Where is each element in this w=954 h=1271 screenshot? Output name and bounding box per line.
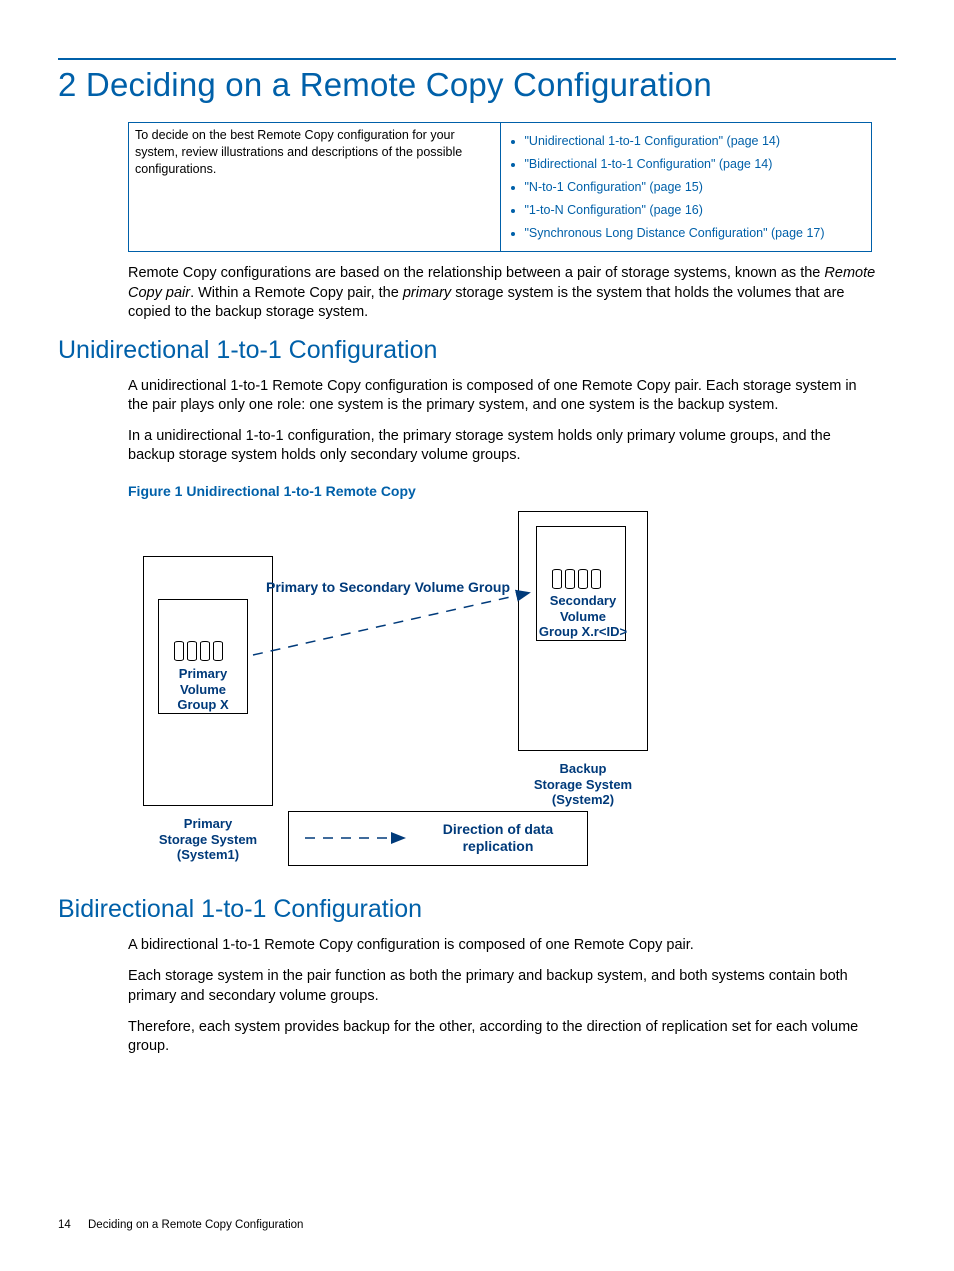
xref-link[interactable]: "N-to-1 Configuration" (page 15): [525, 180, 703, 194]
primary-vg-label: Primary Volume Group X: [158, 666, 248, 713]
top-rule: [58, 58, 896, 60]
primary-system-label: Primary Storage System (System1): [141, 816, 275, 863]
xref-link[interactable]: "Unidirectional 1-to-1 Configuration" (p…: [525, 134, 781, 148]
section1-title: Unidirectional 1-to-1 Configuration: [58, 336, 896, 365]
intro-paragraph: Remote Copy configurations are based on …: [128, 264, 876, 321]
chapter-title: 2 Deciding on a Remote Copy Configuratio…: [58, 66, 896, 104]
primary-vg-cylinders: [174, 641, 223, 661]
overview-link-item: "N-to-1 Configuration" (page 15): [525, 179, 866, 196]
backup-system-label: Backup Storage System (System2): [516, 761, 650, 808]
section1-p2: In a unidirectional 1-to-1 configuration…: [128, 427, 876, 465]
cylinder-icon: [213, 641, 223, 661]
intro-seg1: Remote Copy configurations are based on …: [128, 265, 824, 281]
cylinder-icon: [578, 569, 588, 589]
cylinder-icon: [200, 641, 210, 661]
xref-link[interactable]: "Bidirectional 1-to-1 Configuration" (pa…: [525, 157, 773, 171]
cylinder-icon: [591, 569, 601, 589]
figure1-caption: Figure 1 Unidirectional 1-to-1 Remote Co…: [128, 483, 896, 499]
section2-p2: Each storage system in the pair function…: [128, 967, 876, 1005]
xref-link[interactable]: "Synchronous Long Distance Configuration…: [525, 226, 825, 240]
overview-link-item: "Unidirectional 1-to-1 Configuration" (p…: [525, 133, 866, 150]
overview-link-item: "1-to-N Configuration" (page 16): [525, 202, 866, 219]
page-number: 14: [58, 1219, 71, 1231]
section2-body: A bidirectional 1-to-1 Remote Copy confi…: [128, 936, 876, 1056]
intro-seg2: . Within a Remote Copy pair, the: [190, 285, 403, 301]
section2-p3: Therefore, each system provides backup f…: [128, 1018, 876, 1056]
cylinder-icon: [565, 569, 575, 589]
cylinder-icon: [187, 641, 197, 661]
legend-arrow: [303, 831, 413, 845]
overview-link-item: "Bidirectional 1-to-1 Configuration" (pa…: [525, 156, 866, 173]
xref-link[interactable]: "1-to-N Configuration" (page 16): [525, 203, 703, 217]
overview-link-item: "Synchronous Long Distance Configuration…: [525, 225, 866, 242]
figure1-diagram: Secondary Volume Group X.r<ID> Primary V…: [128, 511, 688, 881]
legend-text: Direction of data replication: [418, 821, 578, 855]
overview-intro-cell: To decide on the best Remote Copy config…: [129, 123, 501, 252]
overview-intro-text: To decide on the best Remote Copy config…: [135, 128, 462, 176]
cylinder-icon: [552, 569, 562, 589]
secondary-vg-cylinders: [552, 569, 601, 589]
page: 2 Deciding on a Remote Copy Configuratio…: [0, 0, 954, 1271]
replication-arrow: [248, 583, 538, 663]
section1-p1: A unidirectional 1-to-1 Remote Copy conf…: [128, 377, 876, 415]
overview-link-list: "Unidirectional 1-to-1 Configuration" (p…: [507, 133, 866, 241]
cylinder-icon: [174, 641, 184, 661]
secondary-vg-label: Secondary Volume Group X.r<ID>: [524, 593, 642, 640]
section2-p1: A bidirectional 1-to-1 Remote Copy confi…: [128, 936, 876, 955]
footer-chapter: Deciding on a Remote Copy Configuration: [88, 1219, 303, 1231]
page-footer: 14 Deciding on a Remote Copy Configurati…: [58, 1219, 303, 1231]
intro-em2: primary: [403, 285, 451, 301]
overview-table: To decide on the best Remote Copy config…: [128, 122, 872, 252]
section2-title: Bidirectional 1-to-1 Configuration: [58, 895, 896, 924]
section1-body: A unidirectional 1-to-1 Remote Copy conf…: [128, 377, 876, 466]
overview-links-cell: "Unidirectional 1-to-1 Configuration" (p…: [500, 123, 872, 252]
